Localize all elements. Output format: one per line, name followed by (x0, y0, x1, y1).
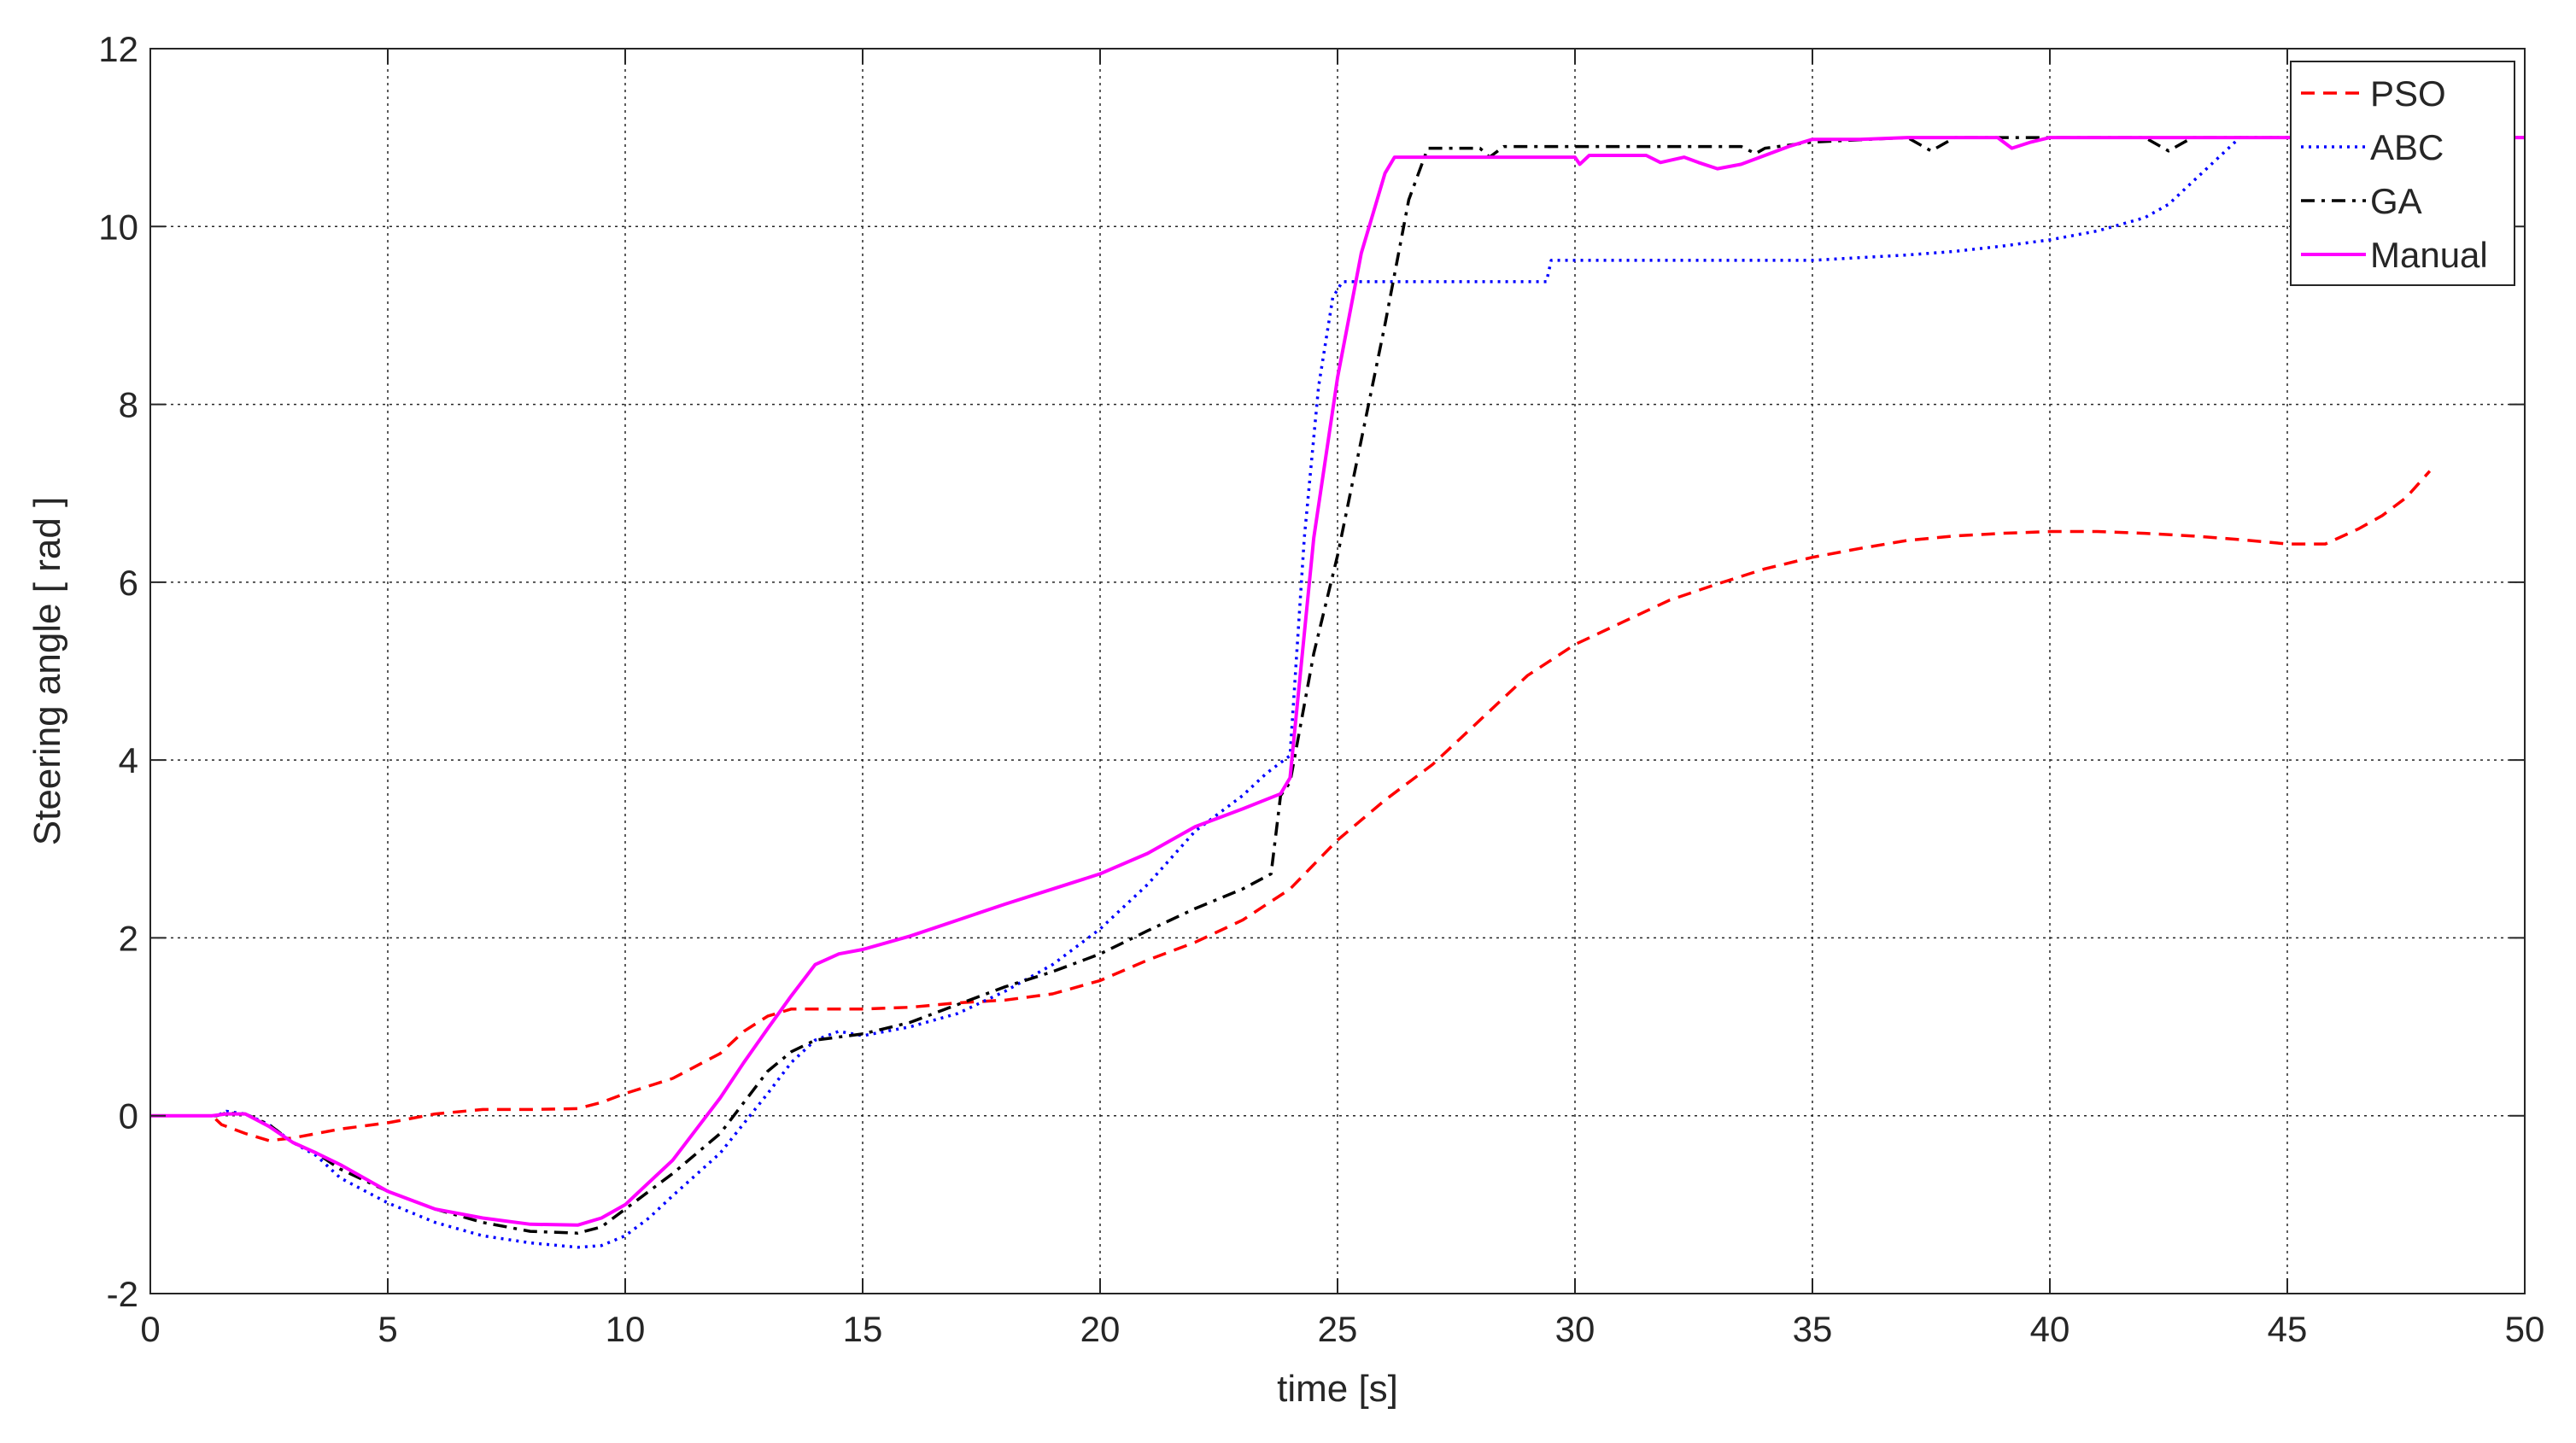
x-tick-label: 45 (2268, 1309, 2308, 1349)
legend-box (2290, 61, 2515, 286)
x-tick-label: 35 (1793, 1309, 1833, 1349)
x-tick-label: 0 (140, 1309, 160, 1349)
legend-label-ga: GA (2370, 181, 2422, 221)
y-tick-label: 8 (119, 385, 138, 425)
y-tick-label: 4 (119, 740, 138, 780)
x-tick-label: 20 (1080, 1309, 1121, 1349)
x-tick-label: 40 (2030, 1309, 2070, 1349)
x-tick-label: 25 (1318, 1309, 1358, 1349)
grid-lines (150, 49, 2525, 1294)
x-tick-label: 30 (1555, 1309, 1595, 1349)
x-axis-label: time [s] (1277, 1368, 1398, 1410)
y-tick-label: 12 (98, 29, 138, 69)
series-manual-line (150, 136, 2525, 1227)
series-abc-line (150, 136, 2525, 1249)
x-tick-label: 10 (606, 1309, 646, 1349)
y-tick-label: 2 (119, 918, 138, 958)
legend-label-abc: ABC (2370, 127, 2444, 167)
y-tick-label: 10 (98, 207, 138, 247)
x-tick-label: 5 (378, 1309, 397, 1349)
axis-ticks (149, 48, 2526, 1294)
legend: PSO ABC GA Manual (2290, 61, 2515, 286)
y-tick-label: -2 (107, 1274, 138, 1314)
y-tick-label: 0 (119, 1096, 138, 1136)
data-series (150, 136, 2525, 1249)
y-tick-label: 6 (119, 563, 138, 603)
y-axis-label: Steering angle [ rad ] (26, 497, 68, 845)
legend-label-pso: PSO (2370, 73, 2446, 114)
series-pso-line (150, 470, 2432, 1142)
legend-label-manual: Manual (2370, 235, 2488, 275)
x-tick-label: 15 (843, 1309, 883, 1349)
x-tick-label: 50 (2505, 1309, 2545, 1349)
